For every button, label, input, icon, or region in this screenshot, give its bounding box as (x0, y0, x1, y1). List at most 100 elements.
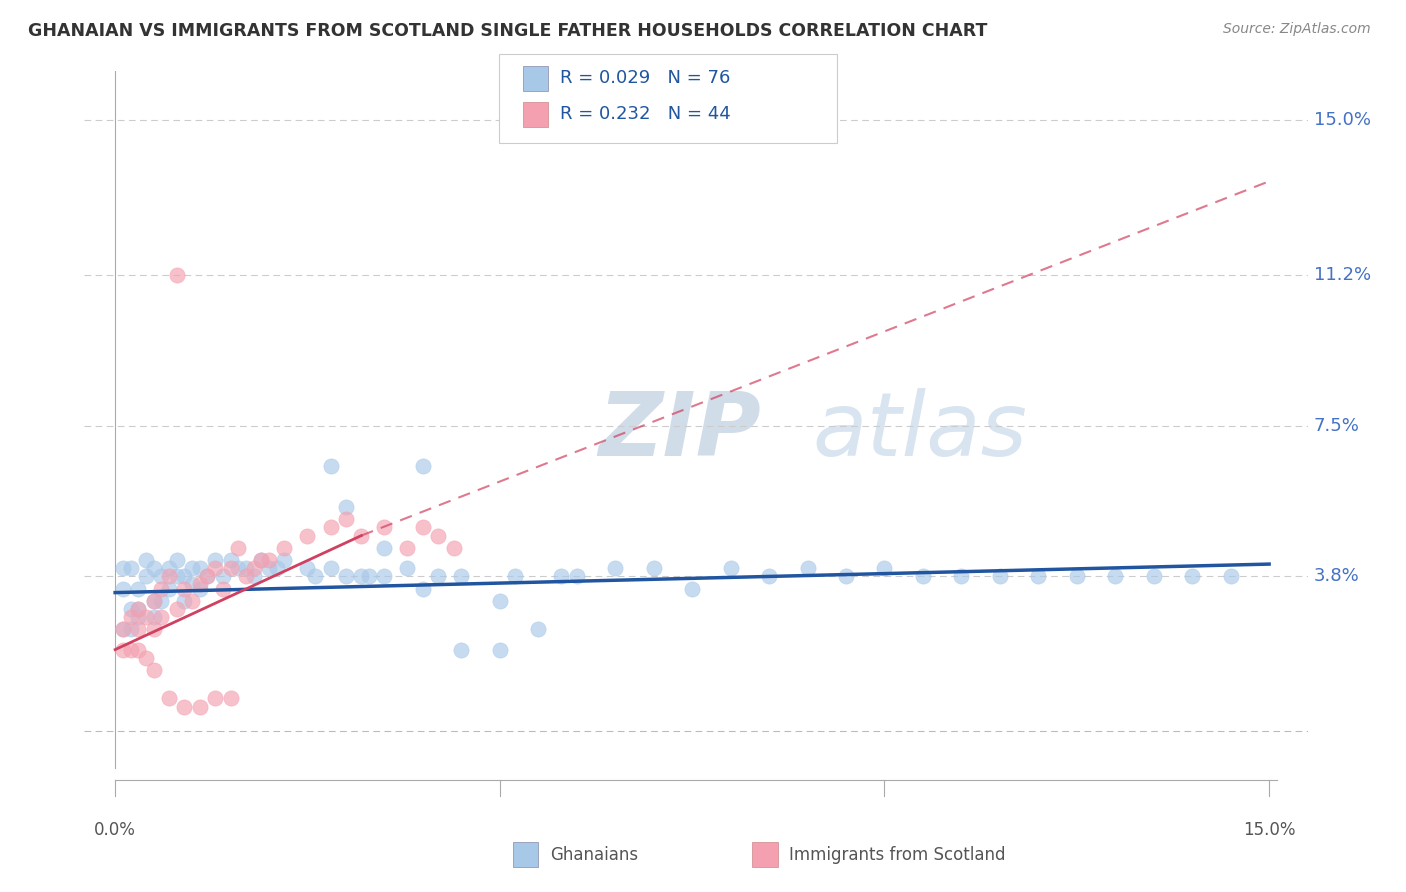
Text: atlas: atlas (813, 388, 1026, 474)
Point (157, 561, 180, 575)
Point (450, 569, 472, 583)
Point (166, 268, 188, 282)
Point (257, 553, 280, 567)
Point (219, 561, 242, 575)
Point (204, 561, 226, 575)
Point (427, 528, 450, 542)
Point (319, 520, 342, 534)
Point (120, 622, 142, 636)
Point (150, 569, 173, 583)
Point (242, 569, 264, 583)
Text: Ghanaians: Ghanaians (550, 846, 638, 863)
Point (142, 593, 165, 607)
Point (335, 512, 357, 526)
Point (219, 553, 242, 567)
Point (188, 561, 211, 575)
Point (273, 553, 295, 567)
Point (120, 610, 142, 624)
Point (142, 593, 165, 607)
Point (120, 602, 142, 616)
Point (111, 622, 134, 636)
Point (142, 622, 165, 636)
Point (181, 561, 204, 575)
Point (127, 642, 149, 657)
Point (204, 553, 226, 567)
Point (226, 541, 249, 555)
Point (235, 561, 257, 575)
Point (111, 561, 134, 575)
Point (173, 569, 195, 583)
Point (412, 582, 434, 596)
Point (142, 610, 165, 624)
Point (1026, 569, 1049, 583)
Point (157, 691, 180, 706)
Point (150, 593, 173, 607)
Point (181, 593, 204, 607)
Point (550, 569, 572, 583)
Point (488, 642, 510, 657)
Point (350, 528, 373, 542)
Text: ZIP: ZIP (598, 387, 761, 475)
Point (127, 610, 149, 624)
Point (157, 569, 180, 583)
Point (173, 582, 195, 596)
Point (304, 569, 326, 583)
Point (835, 569, 858, 583)
Point (157, 582, 180, 596)
Point (297, 561, 319, 575)
Point (1104, 569, 1126, 583)
Point (396, 541, 419, 555)
Point (988, 569, 1011, 583)
Point (135, 569, 157, 583)
Point (235, 569, 257, 583)
Point (250, 553, 273, 567)
Point (1066, 569, 1088, 583)
Text: 15.0%: 15.0% (1313, 112, 1371, 129)
Point (373, 569, 395, 583)
Point (950, 569, 973, 583)
Point (427, 569, 450, 583)
Point (1143, 569, 1166, 583)
Point (1219, 569, 1241, 583)
Point (273, 541, 295, 555)
Point (142, 663, 165, 677)
Point (166, 569, 188, 583)
Point (527, 622, 550, 636)
Point (412, 520, 434, 534)
Point (120, 561, 142, 575)
Point (188, 582, 211, 596)
Text: Immigrants from Scotland: Immigrants from Scotland (789, 846, 1005, 863)
Point (412, 459, 434, 474)
Point (605, 561, 627, 575)
Point (319, 459, 342, 474)
Text: Source: ZipAtlas.com: Source: ZipAtlas.com (1223, 22, 1371, 37)
Point (443, 541, 465, 555)
Text: GHANAIAN VS IMMIGRANTS FROM SCOTLAND SINGLE FATHER HOUSEHOLDS CORRELATION CHART: GHANAIAN VS IMMIGRANTS FROM SCOTLAND SIN… (28, 22, 987, 40)
Point (127, 602, 149, 616)
Point (681, 582, 703, 596)
Point (266, 561, 288, 575)
Point (204, 691, 226, 706)
Point (911, 569, 934, 583)
Point (197, 569, 219, 583)
Text: 11.2%: 11.2% (1313, 266, 1371, 284)
Text: 15.0%: 15.0% (1243, 821, 1295, 838)
Point (211, 569, 233, 583)
Point (197, 569, 219, 583)
Point (373, 520, 395, 534)
Point (188, 577, 211, 591)
Point (173, 593, 195, 607)
Point (150, 610, 173, 624)
Text: 0.0%: 0.0% (94, 821, 136, 838)
Point (188, 699, 211, 714)
Point (319, 561, 342, 575)
Point (565, 569, 588, 583)
Point (166, 602, 188, 616)
Point (257, 561, 280, 575)
Point (135, 553, 157, 567)
Point (127, 622, 149, 636)
Text: R = 0.232   N = 44: R = 0.232 N = 44 (560, 105, 730, 123)
Point (450, 642, 472, 657)
Point (373, 541, 395, 555)
Text: R = 0.029   N = 76: R = 0.029 N = 76 (560, 70, 730, 87)
